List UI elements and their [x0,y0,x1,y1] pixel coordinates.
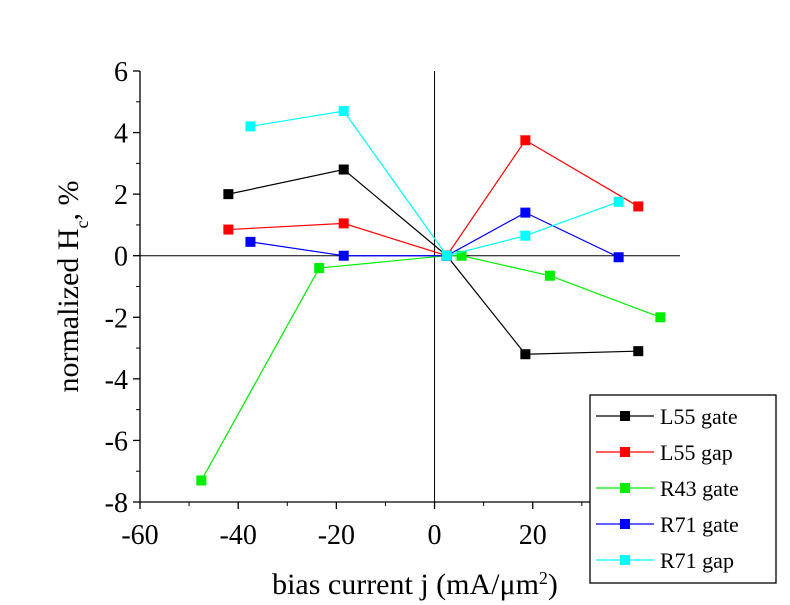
data-point [520,349,531,360]
y-tick-label: -8 [105,488,128,519]
series-line [228,168,639,355]
legend-marker [620,519,630,529]
legend-label: L55 gate [660,404,738,429]
legend-marker [620,411,630,421]
data-point [314,263,325,274]
legend-label: R71 gap [660,548,734,573]
y-tick-label: -6 [105,426,128,457]
data-point [613,196,624,207]
y-axis-title: normalized Hc, % [52,180,92,392]
data-point [245,236,256,247]
data-point [245,121,256,132]
x-axis-title-close: ) [548,568,558,601]
series-line [228,139,639,257]
x-axis-title-superscript: 2 [539,568,548,588]
y-tick-label: 6 [114,57,128,88]
data-point [520,135,531,146]
data-point [338,164,349,175]
legend-item: R43 gate [596,476,739,501]
y-tick-label: -2 [105,303,128,334]
legend: L55 gate L55 gap R43 gate R71 gate R71 gap [589,394,777,584]
legend-label: R71 gate [660,512,739,537]
data-point [633,201,644,212]
series-l55-gap [223,135,644,261]
y-ticks: -8 -6 -4 -2 0 2 4 6 [105,57,140,519]
data-point [338,250,349,261]
data-point [338,106,349,117]
legend-marker [620,483,630,493]
legend-label: L55 gap [660,440,733,465]
data-point [456,250,467,261]
legend-marker [620,555,630,565]
data-point [223,224,234,235]
x-axis-title: bias current j (mA/μm2) [272,568,558,601]
legend-item: L55 gate [596,404,738,429]
y-tick-label: -4 [105,365,128,396]
data-point [520,230,531,241]
y-tick-label: 2 [114,180,128,211]
y-axis-title-subscript: c [72,220,92,228]
x-tick-label: -40 [220,520,257,551]
legend-items: L55 gate L55 gap R43 gate R71 gate R71 gap [596,404,739,573]
series-r71-gap [245,106,624,261]
x-tick-label: -60 [121,520,158,551]
data-point [338,218,349,229]
x-tick-label: -20 [318,520,355,551]
x-axis-title-main: bias current j (mA/μm [272,568,539,601]
series-layer [196,106,666,486]
legend-label: R43 gate [660,476,739,501]
y-axis-title-rest: , % [52,180,85,220]
data-point [223,189,234,200]
legend-marker [620,447,630,457]
x-ticks: -60-40-2002040 [121,502,645,551]
legend-item: L55 gap [596,440,733,465]
data-point [633,346,644,357]
legend-item: R71 gap [596,548,734,573]
y-axis-title-main: normalized H [52,228,85,392]
y-tick-label: 4 [114,119,128,150]
legend-item: R71 gate [596,512,739,537]
series-line [200,255,661,481]
data-point [544,270,555,281]
data-point [520,207,531,218]
series-l55-gate [223,164,644,360]
data-point [196,475,207,486]
x-tick-label: 20 [519,520,547,551]
data-point [613,252,624,263]
y-tick-label: 0 [114,242,128,273]
data-point [441,250,452,261]
x-tick-label: 0 [428,520,442,551]
data-point [655,312,666,323]
